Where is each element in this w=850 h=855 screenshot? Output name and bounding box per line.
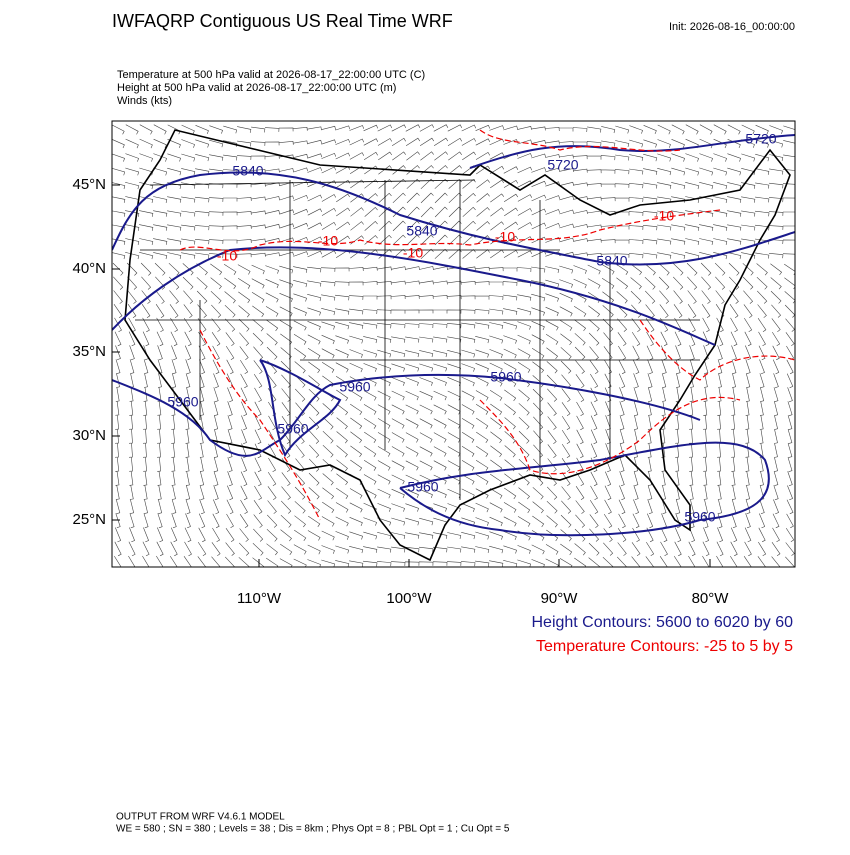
- lat-label: 45°N: [72, 176, 106, 193]
- height-label: 5960: [277, 421, 308, 437]
- lon-label: 80°W: [692, 590, 730, 607]
- state-borders: [135, 179, 700, 500]
- temperature-label: -10: [495, 229, 515, 245]
- legend-height: Height Contours: 5600 to 6020 by 60: [531, 614, 793, 631]
- temperature-label: -10: [318, 233, 338, 249]
- height-label: 5960: [407, 479, 438, 495]
- field-label: Temperature at 500 hPa valid at 2026-08-…: [117, 69, 425, 81]
- height-label: 5840: [406, 223, 437, 239]
- title: IWFAQRP Contiguous US Real Time WRF: [112, 11, 453, 31]
- height-contours: [112, 134, 795, 537]
- height-label: 5840: [596, 253, 627, 269]
- temperature-label: -10: [217, 248, 237, 264]
- height-label: 5720: [745, 131, 776, 147]
- height-label: 5960: [684, 509, 715, 525]
- height-label: 5720: [547, 157, 578, 173]
- field-label: Height at 500 hPa valid at 2026-08-17_22…: [117, 82, 396, 94]
- height-label: 5840: [232, 163, 263, 179]
- lat-label: 25°N: [72, 511, 106, 528]
- map-border: [111, 120, 796, 568]
- lat-ticks: [112, 184, 711, 567]
- field-label: Winds (kts): [117, 95, 172, 107]
- height-label: 5960: [490, 369, 521, 385]
- lon-label: 90°W: [541, 590, 579, 607]
- footer: WE = 580 ; SN = 380 ; Levels = 38 ; Dis …: [116, 824, 510, 835]
- temperature-contours: [179, 129, 795, 521]
- legend-temperature: Temperature Contours: -25 to 5 by 5: [536, 638, 793, 655]
- footer: OUTPUT FROM WRF V4.6.1 MODEL: [116, 812, 285, 823]
- lon-label: 110°W: [237, 590, 282, 607]
- us-outline: [124, 129, 791, 562]
- init-time: Init: 2026-08-16_00:00:00: [669, 21, 795, 33]
- temperature-label: -10: [403, 245, 423, 261]
- lat-label: 30°N: [72, 427, 106, 444]
- wind-barb-field: [112, 124, 795, 567]
- wind-barbs: [112, 124, 795, 567]
- lat-label: 35°N: [72, 343, 106, 360]
- height-label: 5960: [339, 379, 370, 395]
- map: 5720 5720 5840 5840 5840 5960 5960 5960 …: [72, 120, 796, 607]
- lon-label: 100°W: [386, 590, 432, 607]
- temperature-label: -10: [654, 208, 674, 224]
- lat-label: 40°N: [72, 260, 106, 277]
- height-label: 5960: [167, 394, 198, 410]
